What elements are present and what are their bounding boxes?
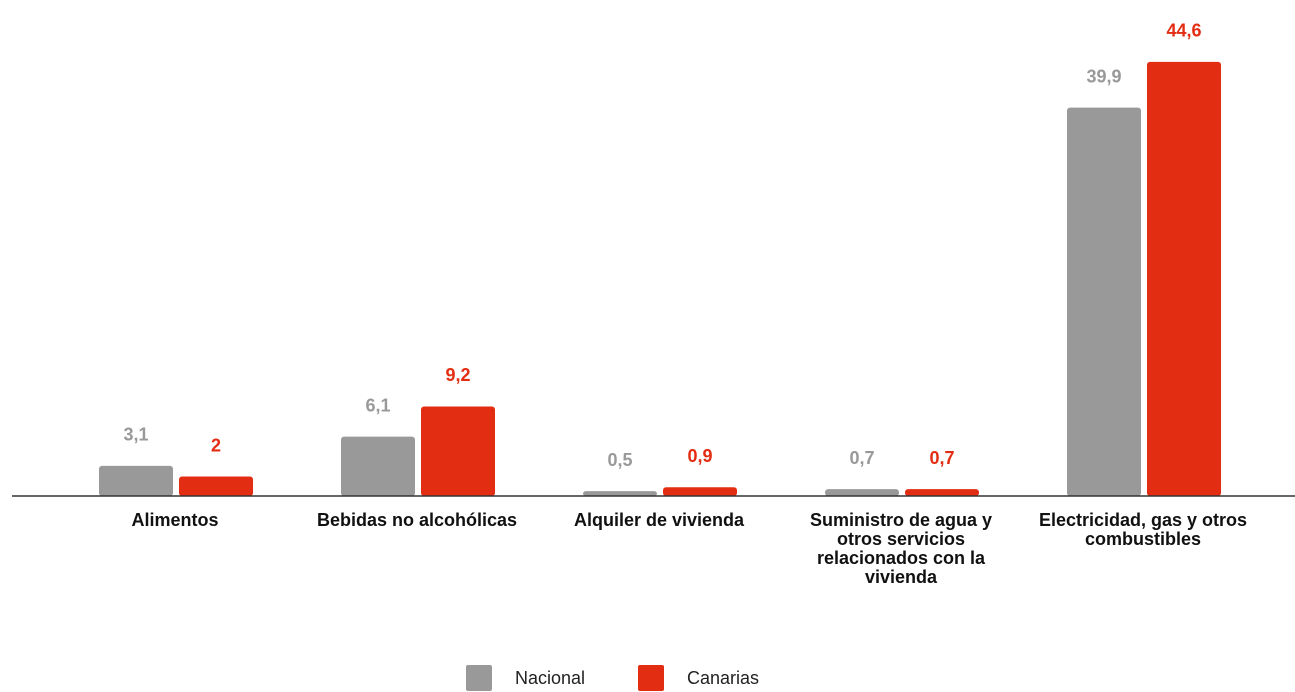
bar xyxy=(825,489,899,496)
x-tick-label: Suministro de agua y otros servicios rel… xyxy=(809,510,993,587)
legend-swatch xyxy=(638,665,664,691)
bar xyxy=(421,406,495,496)
data-label: 3,1 xyxy=(123,425,148,445)
bar xyxy=(663,487,737,496)
legend-label: Nacional xyxy=(515,668,585,688)
x-tick-label: Bebidas no alcohólicas xyxy=(316,510,518,530)
data-label: 2 xyxy=(211,435,221,455)
bar xyxy=(99,465,173,496)
bar xyxy=(341,436,415,496)
legend-swatch xyxy=(466,665,492,691)
x-tick-label: Alimentos xyxy=(131,510,219,530)
data-label: 0,7 xyxy=(929,448,954,468)
data-label: 0,9 xyxy=(687,446,712,466)
data-label: 39,9 xyxy=(1086,66,1121,86)
bar xyxy=(1147,61,1221,496)
bar xyxy=(1067,107,1141,496)
bar xyxy=(905,489,979,496)
x-tick-label: Electricidad, gas y otros combustibles xyxy=(1038,510,1248,549)
legend-label: Canarias xyxy=(687,668,759,688)
data-label: 0,5 xyxy=(607,450,632,470)
data-label: 0,7 xyxy=(849,448,874,468)
bar xyxy=(179,476,253,496)
bar xyxy=(583,491,657,496)
data-label: 9,2 xyxy=(445,365,470,385)
data-label: 44,6 xyxy=(1166,21,1201,41)
data-label: 6,1 xyxy=(365,395,390,415)
x-tick-label: Alquiler de vivienda xyxy=(573,510,745,530)
